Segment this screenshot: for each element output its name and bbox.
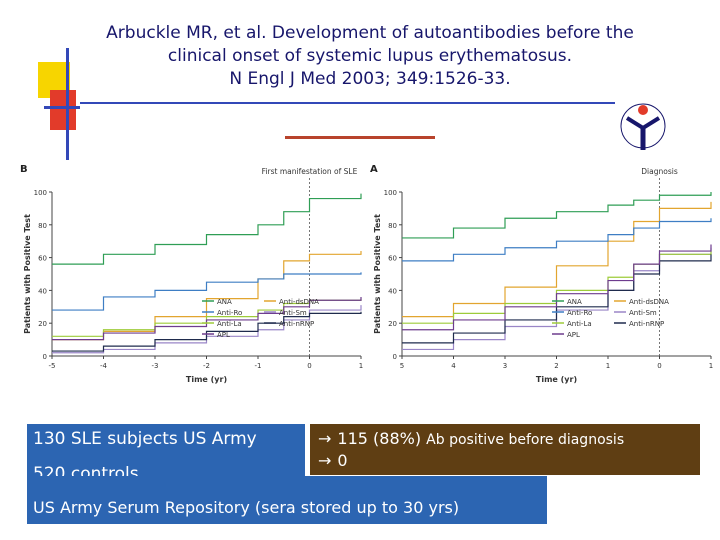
x-tick-label: -5 — [49, 362, 56, 370]
x-tick-label: 4 — [451, 362, 456, 370]
deco-red-square — [50, 90, 76, 130]
y-axis-label: Patients with Positive Test — [23, 214, 32, 334]
citation-line-1: Arbuckle MR, et al. Development of autoa… — [106, 23, 634, 43]
x-axis-label: Time (yr) — [186, 375, 227, 384]
chart-panel-a: A 0 20 40 60 80 100 5 4 3 2 1 0 1 Time (yr) Patients wi… — [366, 160, 720, 386]
series-line-apl — [402, 244, 712, 331]
annotation-label: Diagnosis — [641, 167, 678, 176]
x-tick-label: -2 — [203, 362, 210, 370]
legend-label: APL — [217, 331, 230, 339]
y-tick-label: 100 — [34, 189, 47, 197]
y-axis-label: Patients with Positive Test — [373, 214, 382, 334]
legend-label: Anti-Sm — [279, 309, 307, 317]
repository-text: US Army Serum Repository (sera stored up… — [33, 498, 460, 517]
panel-letter: A — [370, 164, 378, 175]
y-tick-label: 80 — [38, 222, 47, 230]
chart-panel-b: B 0 20 40 60 80 100 -5 -4 -3 -2 -1 0 1 Time (yr) Patien… — [16, 160, 371, 386]
legend-label: Anti-dsDNA — [629, 298, 669, 306]
subjects-text: 130 SLE subjects US Army — [33, 429, 257, 449]
y-tick-label: 100 — [384, 189, 397, 197]
legend-label: Anti-Ro — [217, 309, 242, 317]
y-tick-label: 20 — [38, 320, 47, 328]
x-tick-label: 0 — [657, 362, 661, 370]
legend-label: ANA — [567, 298, 582, 306]
x-tick-label: 1 — [709, 362, 713, 370]
repository-box: US Army Serum Repository (sera stored up… — [27, 476, 547, 524]
citation-line-3: N Engl J Med 2003; 349:1526-33. — [229, 69, 511, 89]
deco-blue-vertical-line — [66, 48, 69, 160]
x-tick-label: -3 — [152, 362, 159, 370]
findings-line-2: → 0 — [318, 451, 348, 470]
findings-count: 115 (88%) — [337, 429, 422, 448]
x-tick-label: 5 — [400, 362, 404, 370]
findings-controls-count: 0 — [337, 451, 348, 470]
y-tick-label: 60 — [38, 255, 47, 263]
series-line-anti-dsdna — [52, 251, 362, 341]
annotation-label: First manifestation of SLE — [262, 167, 358, 176]
series-line-anti-dsdna — [402, 201, 712, 318]
legend-label: Anti-La — [567, 320, 592, 328]
series-line-ana — [52, 193, 362, 265]
legend-label: Anti-Ro — [567, 309, 592, 317]
citation-block: Arbuckle MR, et al. Development of autoa… — [40, 22, 700, 91]
legend-label: Anti-nRNP — [629, 320, 664, 328]
chart-b-svg: B 0 20 40 60 80 100 -5 -4 -3 -2 -1 0 1 Time (yr) Patien… — [20, 164, 363, 384]
y-tick-label: 40 — [38, 287, 47, 295]
x-tick-label: 1 — [606, 362, 610, 370]
panel-letter: B — [20, 164, 28, 175]
legend-label: APL — [567, 331, 580, 339]
deco-blue-horizontal-line — [44, 106, 80, 109]
reversed-arrow-icon: → — [318, 451, 332, 470]
legend-label: Anti-dsDNA — [279, 298, 319, 306]
deco-line-right — [80, 102, 615, 104]
x-tick-label: 3 — [503, 362, 507, 370]
x-tick-label: 0 — [307, 362, 311, 370]
legend-label: ANA — [217, 298, 232, 306]
y-tick-label: 20 — [388, 320, 397, 328]
y-tick-label: 40 — [388, 287, 397, 295]
series-line-ana — [402, 192, 712, 239]
citation-line-2: clinical onset of systemic lupus erythem… — [167, 46, 573, 66]
y-tick-label: 0 — [393, 353, 397, 361]
findings-box: → 115 (88%) Ab positive before diagnosis … — [310, 424, 700, 475]
chart-a-svg: A 0 20 40 60 80 100 5 4 3 2 1 0 1 Time (yr) Patients wi… — [370, 164, 713, 384]
findings-line-1: → 115 (88%) Ab positive before diagnosis — [318, 429, 624, 448]
series-line-anti-ro — [402, 218, 712, 262]
x-axis-label: Time (yr) — [536, 375, 577, 384]
organization-logo-icon — [617, 98, 669, 158]
x-tick-label: 1 — [359, 362, 363, 370]
y-tick-label: 60 — [388, 255, 397, 263]
legend-label: Anti-Sm — [629, 309, 657, 317]
y-tick-label: 0 — [43, 353, 47, 361]
legend-label: Anti-La — [217, 320, 242, 328]
series-line-anti-nrnp — [52, 311, 362, 352]
x-tick-label: -4 — [100, 362, 108, 370]
series-line-apl — [52, 296, 362, 341]
x-tick-label: -1 — [255, 362, 262, 370]
deco-red-bar — [285, 136, 435, 139]
legend-label: Anti-nRNP — [279, 320, 314, 328]
x-tick-label: 2 — [554, 362, 558, 370]
y-tick-label: 80 — [388, 222, 397, 230]
series-line-anti-ro — [52, 272, 362, 311]
reversed-arrow-icon: → — [318, 429, 332, 448]
series-line-anti-nrnp — [402, 254, 712, 344]
findings-description: Ab positive before diagnosis — [426, 432, 625, 448]
